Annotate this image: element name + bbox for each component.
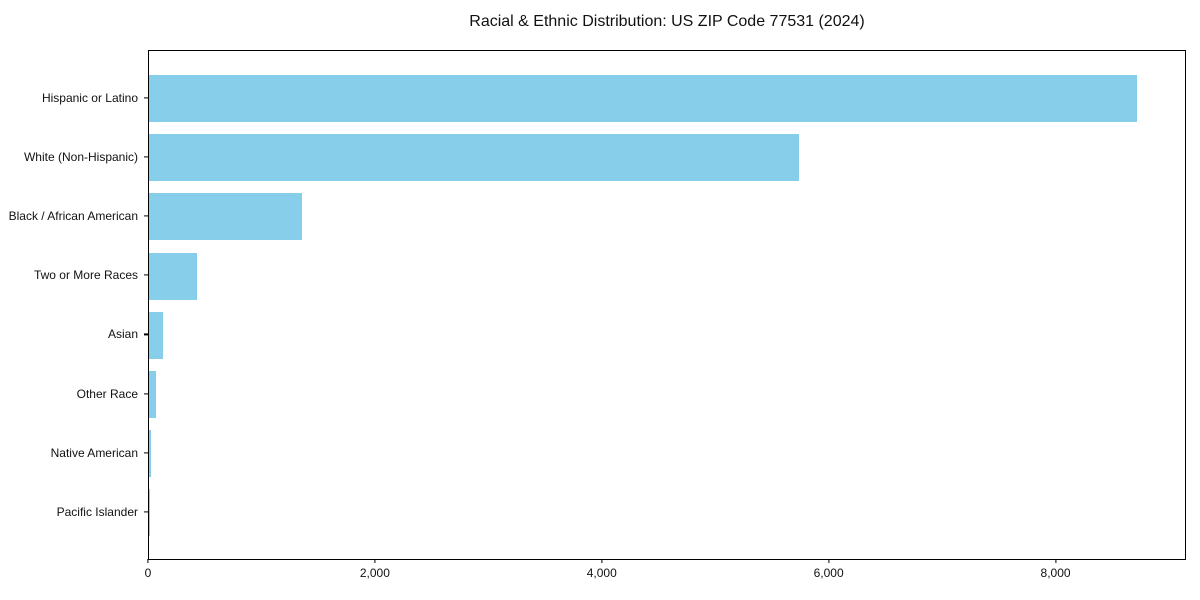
y-tick xyxy=(144,274,148,276)
y-axis-label: White (Non-Hispanic) xyxy=(23,149,138,164)
x-tick xyxy=(828,559,830,563)
x-tick-label: 4,000 xyxy=(586,566,617,580)
y-axis-label: Hispanic or Latino xyxy=(41,90,138,105)
x-tick-label: 8,000 xyxy=(1040,566,1071,580)
y-axis-label: Asian xyxy=(107,327,138,342)
bar xyxy=(149,311,163,359)
bar xyxy=(149,75,1138,122)
bar xyxy=(149,430,151,478)
bar xyxy=(149,134,800,182)
y-tick xyxy=(144,156,148,158)
plot-area xyxy=(148,50,1186,560)
y-axis-label: Pacific Islander xyxy=(56,504,138,519)
y-axis-label: Black / African American xyxy=(8,208,138,223)
bar xyxy=(149,371,156,419)
x-tick-label: 2,000 xyxy=(359,566,390,580)
y-tick xyxy=(144,511,148,513)
x-tick xyxy=(1054,559,1057,563)
x-tick xyxy=(374,559,376,563)
y-tick xyxy=(144,96,148,99)
y-tick xyxy=(144,215,148,217)
y-tick xyxy=(144,392,148,395)
y-axis-label: Two or More Races xyxy=(33,268,138,283)
bar xyxy=(149,252,197,300)
y-axis-label: Other Race xyxy=(76,386,138,401)
x-tick xyxy=(147,559,149,563)
x-tick-label: 0 xyxy=(144,566,152,580)
bar xyxy=(149,489,150,537)
x-tick xyxy=(601,559,603,563)
chart-title: Racial & Ethnic Distribution: US ZIP Cod… xyxy=(469,13,865,30)
y-tick xyxy=(144,333,148,335)
y-axis-label: Native American xyxy=(50,445,138,460)
y-tick xyxy=(144,452,148,454)
bar xyxy=(149,193,303,241)
x-tick-label: 6,000 xyxy=(813,566,844,580)
